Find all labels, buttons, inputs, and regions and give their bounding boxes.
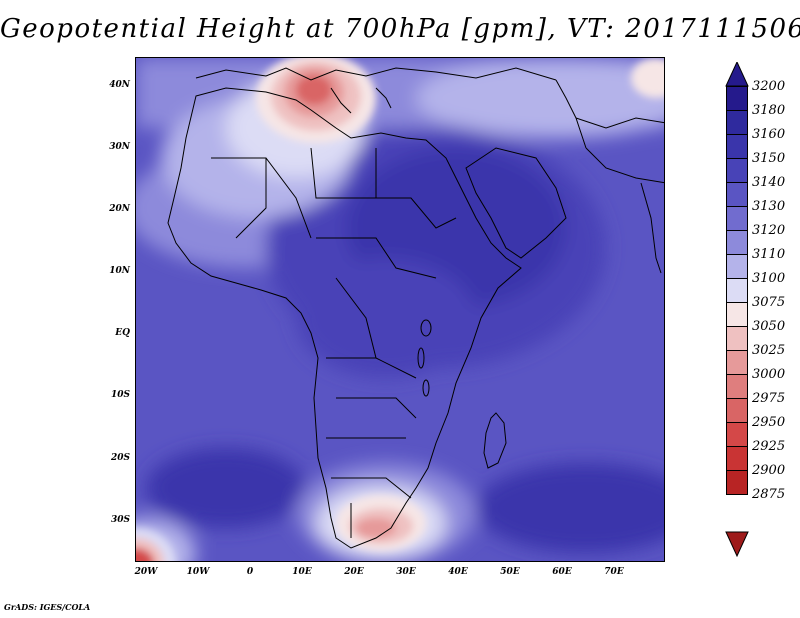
- colorbar-swatch: [726, 422, 748, 446]
- colorbar-label: 3200: [752, 79, 786, 94]
- colorbar-swatch: [726, 470, 748, 494]
- colorbar-label: 3100: [752, 271, 786, 286]
- colorbar-swatch: [726, 230, 748, 254]
- colorbar-label: 2925: [752, 439, 786, 454]
- lon-label-10e: 10E: [292, 567, 312, 577]
- colorbar-separator: [726, 470, 748, 471]
- colorbar-swatch: [726, 158, 748, 182]
- colorbar-label: 3000: [752, 367, 786, 382]
- colorbar-swatch: [726, 302, 748, 326]
- lon-label-50e: 50E: [500, 567, 520, 577]
- colorbar-separator: [726, 302, 748, 303]
- grads-credit: GrADS: IGES/COLA: [4, 602, 91, 612]
- lon-label-10w: 10W: [186, 567, 210, 577]
- colorbar-label: 3180: [752, 103, 786, 118]
- colorbar-label: 3160: [752, 127, 786, 142]
- field-low-pressure: [136, 58, 664, 561]
- colorbar-label: 3075: [752, 295, 786, 310]
- geopotential-field: [136, 58, 664, 561]
- colorbar-swatch: [726, 182, 748, 206]
- colorbar-swatch: [726, 398, 748, 422]
- colorbar-top-arrow: [725, 62, 749, 87]
- lat-label-eq: EQ: [115, 328, 130, 338]
- lat-label-30s: 30S: [110, 515, 130, 525]
- lat-label-20n: 20N: [109, 204, 130, 214]
- colorbar-separator: [726, 230, 748, 231]
- colorbar-separator: [726, 134, 748, 135]
- colorbar-separator: [726, 398, 748, 399]
- lon-label-20w: 20W: [134, 567, 158, 577]
- colorbar-separator: [726, 158, 748, 159]
- colorbar-bottom-arrow: [725, 531, 749, 557]
- lat-label-20s: 20S: [110, 453, 130, 463]
- colorbar-label: 3120: [752, 223, 786, 238]
- colorbar-separator: [726, 254, 748, 255]
- colorbar-arrows: [725, 62, 749, 557]
- colorbar-label: 3050: [752, 319, 786, 334]
- colorbar-swatch: [726, 350, 748, 374]
- colorbar-swatch: [726, 278, 748, 302]
- colorbar-label: 2900: [752, 463, 786, 478]
- colorbar-separator: [726, 494, 748, 495]
- lon-label-30e: 30E: [396, 567, 416, 577]
- lon-label-20e: 20E: [344, 567, 364, 577]
- colorbar-swatch: [726, 254, 748, 278]
- colorbar-separator: [726, 326, 748, 327]
- colorbar-separator: [726, 86, 748, 87]
- colorbar-label: 2975: [752, 391, 786, 406]
- lat-label-10n: 10N: [109, 266, 130, 276]
- colorbar-swatch: [726, 86, 748, 110]
- lon-label-0: 0: [246, 567, 254, 577]
- colorbar-separator: [726, 206, 748, 207]
- colorbar-separator: [726, 278, 748, 279]
- lat-label-10s: 10S: [110, 390, 130, 400]
- chart-title: Geopotential Height at 700hPa [gpm], VT:…: [0, 14, 800, 44]
- colorbar-label: 2875: [752, 487, 786, 502]
- lon-label-70e: 70E: [604, 567, 624, 577]
- map-panel: [135, 57, 665, 562]
- colorbar-separator: [726, 374, 748, 375]
- colorbar: 3200 3180 3160 3150 3140 3130 3120 3110 …: [722, 62, 796, 557]
- colorbar-separator: [726, 446, 748, 447]
- colorbar-separator: [726, 182, 748, 183]
- colorbar-separator: [726, 110, 748, 111]
- colorbar-label: 3110: [752, 247, 786, 262]
- lon-label-40e: 40E: [448, 567, 468, 577]
- colorbar-swatch: [726, 374, 748, 398]
- colorbar-swatch: [726, 134, 748, 158]
- colorbar-separator: [726, 350, 748, 351]
- lat-label-30n: 30N: [109, 142, 130, 152]
- colorbar-swatch: [726, 446, 748, 470]
- coastlines: [167, 67, 664, 549]
- colorbar-swatch: [726, 110, 748, 134]
- colorbar-label: 2950: [752, 415, 786, 430]
- colorbar-label: 3150: [752, 151, 786, 166]
- colorbar-label: 3140: [752, 175, 786, 190]
- colorbar-label: 3130: [752, 199, 786, 214]
- colorbar-separator: [726, 422, 748, 423]
- lat-label-40n: 40N: [109, 80, 130, 90]
- lon-label-60e: 60E: [552, 567, 572, 577]
- colorbar-label: 3025: [752, 343, 786, 358]
- colorbar-swatch: [726, 206, 748, 230]
- colorbar-swatch: [726, 326, 748, 350]
